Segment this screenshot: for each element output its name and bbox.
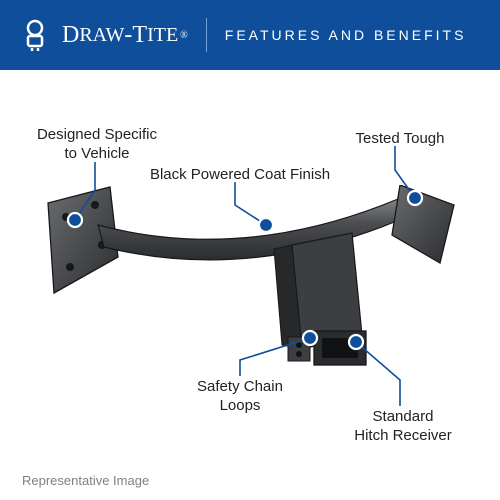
callout-label-safety: Safety ChainLoops (180, 378, 300, 416)
brand-logo: DRAW-TITE® (0, 18, 188, 52)
brand-name: DRAW-TITE® (62, 22, 188, 49)
header-subtitle: FEATURES AND BENEFITS (225, 27, 467, 43)
diagram-stage: Representative Image Designed Specificto… (0, 70, 500, 500)
header-divider (206, 18, 207, 52)
hitch-ball-icon (18, 18, 52, 52)
callout-label-black: Black Powered Coat Finish (130, 166, 350, 185)
callout-label-designed: Designed Specificto Vehicle (22, 126, 172, 164)
callout-label-tested: Tested Tough (340, 130, 460, 149)
footer-note: Representative Image (22, 473, 149, 488)
header-bar: DRAW-TITE® FEATURES AND BENEFITS (0, 0, 500, 70)
callout-label-receiver: StandardHitch Receiver (338, 408, 468, 446)
